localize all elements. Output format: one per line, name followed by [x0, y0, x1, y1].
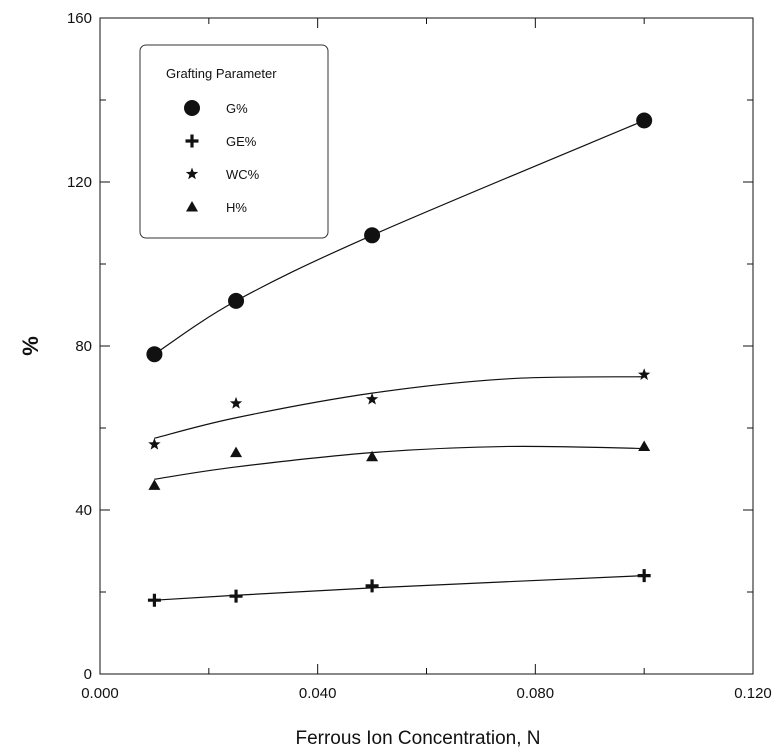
legend-label-g: G%	[226, 101, 248, 116]
fit-line-ge	[154, 575, 645, 601]
legend-marker-ge	[185, 134, 199, 148]
legend-marker-g	[184, 100, 200, 116]
data-point-ge	[365, 579, 379, 593]
x-tick-label: 0.080	[517, 685, 555, 702]
data-point-wc	[365, 392, 379, 405]
data-point-wc	[229, 396, 243, 409]
data-point-h	[148, 479, 161, 490]
x-tick-label: 0.000	[81, 685, 119, 702]
y-tick-label: 40	[75, 502, 92, 519]
data-points-layer	[146, 112, 653, 607]
x-tick-label: 0.040	[299, 685, 337, 702]
legend-box	[139, 44, 329, 239]
data-point-ge	[637, 569, 651, 583]
y-tick-label: 160	[67, 10, 92, 27]
data-point-h	[366, 450, 379, 462]
fit-line-g	[154, 119, 645, 355]
y-axis-title: %	[18, 336, 43, 356]
y-tick-label: 0	[84, 666, 92, 683]
data-point-wc	[637, 368, 651, 380]
data-point-ge	[147, 593, 161, 607]
legend-title: Grafting Parameter	[166, 66, 277, 81]
legend-label-wc: WC%	[226, 167, 260, 182]
x-tick-label: 0.120	[734, 685, 772, 702]
y-tick-label: 120	[67, 174, 92, 191]
legend: Grafting Parameter G% GE% WC% H%	[139, 44, 329, 239]
ticks-layer: 0.000 0.040 0.080 0.120 0 40 80 120 160	[67, 10, 772, 702]
legend-label-h: H%	[226, 200, 247, 215]
legend-marker-wc	[185, 167, 199, 180]
data-point-g	[636, 112, 653, 129]
data-point-g	[146, 346, 163, 363]
data-point-h	[230, 446, 243, 458]
data-point-wc	[148, 437, 161, 450]
legend-label-ge: GE%	[226, 134, 257, 149]
data-point-g	[228, 292, 245, 309]
data-point-ge	[229, 589, 243, 603]
fit-line-wc	[154, 376, 645, 439]
legend-items: G% GE% WC% H%	[184, 100, 260, 215]
data-point-h	[638, 440, 651, 451]
data-point-g	[364, 227, 381, 244]
plot-frame	[99, 17, 754, 675]
y-tick-label: 80	[75, 338, 92, 355]
legend-marker-h	[186, 201, 198, 212]
x-axis-title: Ferrous Ion Concentration, N	[295, 728, 540, 749]
